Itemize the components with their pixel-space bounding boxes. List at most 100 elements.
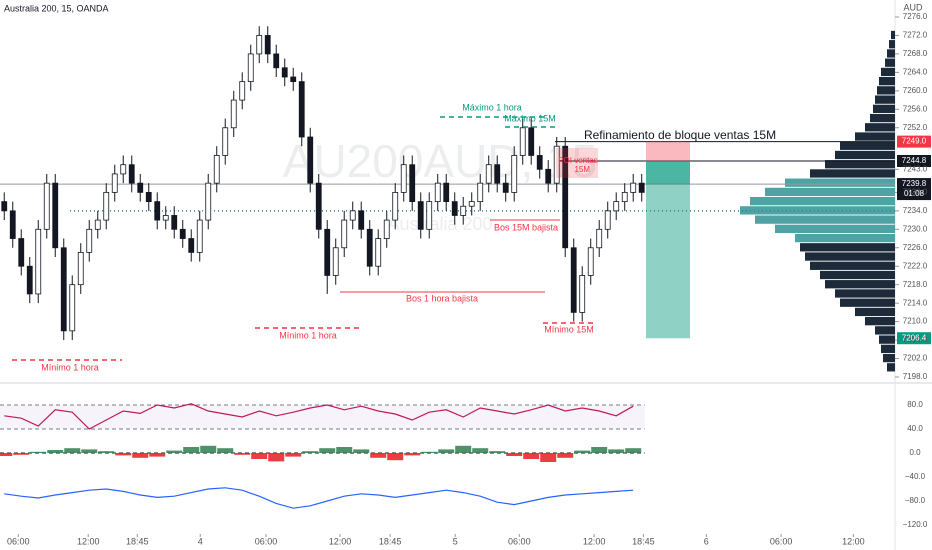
price-badge: [897, 332, 931, 345]
annotation: Mínimo 1 hora: [41, 362, 99, 372]
candle-body: [332, 247, 339, 276]
volume-profile-bar: [873, 104, 895, 113]
volume-profile-bar: [883, 353, 895, 363]
candle-body: [400, 164, 407, 193]
annotation: 15M: [574, 165, 590, 174]
candle-body: [434, 182, 441, 203]
volume-profile-bar: [740, 206, 895, 215]
histogram-bar: [625, 448, 642, 453]
histogram-bar: [540, 453, 557, 462]
volume-profile-bar: [879, 335, 895, 344]
candle-body: [443, 182, 450, 203]
candle-body: [613, 201, 620, 212]
y-tick-label: 7226.0: [903, 243, 928, 252]
rsi-band: [0, 405, 645, 429]
volume-profile-bar: [810, 261, 895, 270]
volume-profile-bar: [891, 30, 895, 40]
volume-profile-bar: [750, 197, 895, 206]
histogram-bar: [421, 451, 438, 453]
y-tick-label: 7230.0: [903, 224, 928, 233]
candle-body: [562, 145, 569, 249]
volume-profile-bar: [855, 307, 895, 317]
indicator-tick-label: 80.0: [907, 400, 923, 409]
stop-zone: [646, 141, 690, 161]
price-badge-label: 7244.8: [902, 156, 927, 165]
volume-profile-bar: [870, 113, 895, 123]
candle-body: [281, 67, 288, 78]
volume-profile-bar: [820, 270, 895, 280]
watermark: AU200AUD, 15: [283, 135, 598, 187]
candle-body: [587, 247, 594, 276]
y-tick-label: 7206.0: [903, 335, 928, 344]
candle-body: [188, 238, 195, 253]
price-badge-label: 7239.8: [902, 179, 927, 188]
candle-body: [426, 201, 433, 230]
histogram-bar: [217, 448, 234, 453]
annotation: Mínimo 15M: [544, 324, 594, 334]
candle-body: [171, 215, 178, 230]
candle-body: [451, 201, 458, 216]
indicator-tick-label: 40.0: [907, 424, 923, 433]
annotation: Máximo 1 hora: [462, 102, 522, 112]
y-tick-label: 7210.0: [903, 317, 928, 326]
histogram-bar: [506, 453, 523, 456]
candle-body: [528, 127, 535, 156]
annotation: Mínimo 1 hora: [279, 330, 337, 340]
candle-body: [1, 201, 8, 212]
volume-profile-bar: [785, 178, 895, 187]
x-tick-label: 18:45: [126, 536, 149, 546]
volume-profile-bar: [855, 132, 895, 141]
candle-body: [120, 164, 127, 175]
candle-body: [604, 210, 611, 230]
y-tick-label: 7256.0: [903, 104, 928, 113]
candle-body: [230, 99, 237, 129]
histogram-bar: [489, 451, 506, 453]
volume-profile-bar: [887, 49, 895, 58]
x-tick-label: 06:00: [508, 536, 531, 546]
histogram-bar: [404, 453, 421, 456]
countdown: 01:08: [904, 189, 925, 198]
candle-body: [69, 284, 76, 332]
candle-body: [264, 35, 271, 55]
candle-body: [621, 191, 628, 203]
volume-profile-bar: [889, 40, 895, 49]
y-tick-label: 7260.0: [903, 86, 928, 95]
volume-profile-bar: [881, 67, 895, 77]
volume-profile-bar: [795, 233, 895, 243]
candle-body: [154, 201, 161, 221]
candle-body: [358, 210, 365, 230]
candle-body: [239, 81, 246, 101]
histogram-bar: [47, 450, 64, 453]
volume-profile-bar: [800, 243, 895, 252]
candle-body: [417, 201, 424, 230]
histogram-bar: [30, 451, 47, 453]
histogram-bar: [302, 451, 319, 453]
candle-body: [52, 182, 59, 249]
volume-profile-bar: [885, 58, 895, 67]
y-tick-label: 7222.0: [903, 261, 928, 270]
candle-body: [383, 219, 390, 239]
x-tick-label: 06:00: [255, 536, 278, 546]
candle-body: [111, 173, 118, 193]
candle-body: [179, 228, 186, 239]
x-tick-label: 6: [704, 536, 709, 546]
annotation: POI ventas: [558, 156, 598, 165]
volume-profile-bar: [877, 86, 895, 95]
histogram-bar: [336, 447, 353, 453]
annotation: Máximo 15M: [504, 113, 556, 123]
histogram-bar: [268, 453, 285, 462]
y-tick-label: 7252.0: [903, 123, 928, 132]
candle-body: [26, 265, 33, 295]
candle-body: [256, 35, 263, 55]
y-tick-label: 7268.0: [903, 49, 928, 58]
candle-body: [596, 228, 603, 249]
header: Australia 200, 15, OANDA: [4, 3, 109, 13]
histogram-bar: [472, 448, 489, 453]
volume-profile-bar: [810, 169, 895, 178]
candle-body: [196, 219, 203, 253]
volume-profile-bar: [755, 215, 895, 224]
histogram-bar: [166, 450, 183, 453]
x-tick-label: 18:45: [632, 536, 655, 546]
volume-profile-bar: [840, 141, 895, 150]
candle-body: [638, 182, 645, 193]
